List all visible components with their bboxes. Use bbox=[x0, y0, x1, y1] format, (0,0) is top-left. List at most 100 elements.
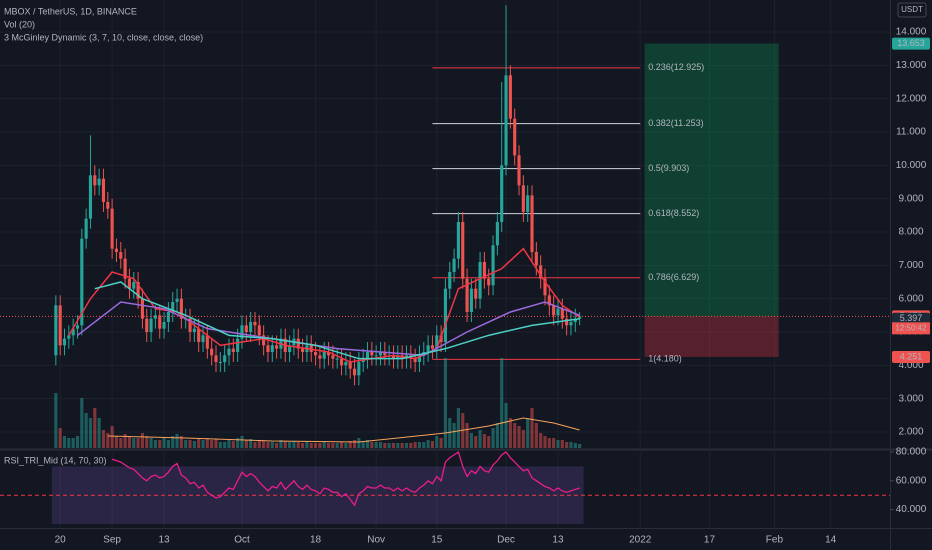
candle-body bbox=[500, 165, 504, 222]
candle-body bbox=[101, 178, 106, 202]
y-tick-label: 4.000 bbox=[898, 360, 923, 371]
candle-body bbox=[145, 318, 149, 332]
volume-bar bbox=[348, 441, 352, 448]
candle-body bbox=[352, 368, 357, 376]
volume-bar bbox=[210, 440, 214, 448]
candle-body bbox=[244, 325, 248, 332]
candle-body bbox=[188, 318, 192, 332]
volume-bar bbox=[58, 428, 62, 448]
candle-body bbox=[378, 352, 383, 356]
volume-bar bbox=[526, 418, 530, 448]
volume-bar bbox=[439, 438, 443, 448]
rsi-line bbox=[111, 450, 580, 507]
volume-bar bbox=[149, 438, 153, 448]
candle-body bbox=[210, 348, 214, 356]
volume-bar bbox=[426, 440, 430, 448]
volume-bar bbox=[487, 436, 491, 448]
candle-body bbox=[253, 322, 257, 326]
candle-body bbox=[552, 305, 556, 316]
candle-body bbox=[179, 298, 183, 319]
volume-bar bbox=[110, 426, 114, 448]
volume-bar bbox=[288, 442, 292, 448]
volume-bar bbox=[54, 393, 58, 448]
candle-body bbox=[249, 322, 253, 332]
currency-box[interactable] bbox=[897, 2, 927, 18]
y-tick-label: 9.000 bbox=[898, 193, 923, 204]
candle-body bbox=[166, 312, 170, 322]
candle-body bbox=[495, 222, 499, 246]
price-label: 5.397 bbox=[900, 313, 923, 323]
volume-bar bbox=[84, 413, 88, 448]
volume-bar bbox=[80, 398, 84, 448]
volume-bar bbox=[400, 443, 404, 448]
candle-body bbox=[62, 338, 67, 346]
volume-bar bbox=[378, 442, 383, 448]
volume-bar bbox=[214, 439, 218, 448]
volume-bar bbox=[578, 444, 582, 448]
candle-body bbox=[171, 302, 175, 312]
candle-body bbox=[114, 248, 119, 252]
volume-bar bbox=[201, 440, 205, 448]
candle-body bbox=[331, 355, 335, 359]
x-tick-label: 15 bbox=[431, 535, 443, 546]
volume-bar bbox=[452, 423, 456, 448]
candle-body bbox=[357, 362, 361, 376]
volume-bar bbox=[513, 423, 517, 448]
volume-bar bbox=[391, 443, 396, 448]
volume-bar bbox=[283, 441, 287, 448]
candle-body bbox=[288, 345, 292, 352]
volume-bar bbox=[361, 441, 365, 448]
candle-body bbox=[461, 222, 465, 279]
x-tick-label: 13 bbox=[158, 535, 170, 546]
candle-body bbox=[578, 316, 582, 319]
volume-bar bbox=[197, 438, 201, 448]
volume-bar bbox=[443, 358, 447, 448]
countdown-box bbox=[892, 322, 930, 335]
x-tick-label: Dec bbox=[497, 535, 515, 546]
volume-bar bbox=[184, 440, 188, 448]
candle-body bbox=[266, 345, 270, 352]
price-label: 13.653 bbox=[897, 38, 925, 48]
candle-body bbox=[218, 362, 222, 363]
candle-body bbox=[339, 358, 344, 366]
volume-bar bbox=[465, 423, 469, 448]
candle-body bbox=[443, 288, 447, 342]
candle-body bbox=[413, 358, 417, 362]
candle-body bbox=[383, 352, 387, 356]
candle-body bbox=[543, 278, 547, 296]
candle-body bbox=[335, 358, 339, 360]
volume-bar bbox=[301, 443, 305, 448]
volume-bar bbox=[547, 438, 551, 448]
volume-bar bbox=[374, 442, 378, 448]
volume-bar bbox=[543, 436, 547, 448]
candle-body bbox=[326, 352, 331, 356]
candle-body bbox=[565, 318, 569, 326]
volume-bar bbox=[171, 436, 175, 448]
volume-bar bbox=[565, 442, 569, 448]
volume-bar bbox=[188, 440, 192, 448]
position-loss bbox=[644, 316, 779, 357]
y-tick-label: 11.000 bbox=[896, 127, 926, 138]
candle-body bbox=[517, 155, 521, 186]
volume-bar bbox=[145, 436, 149, 448]
volume-bar bbox=[218, 442, 222, 448]
candle-body bbox=[119, 252, 123, 259]
volume-bar bbox=[309, 443, 313, 448]
volume-bar bbox=[500, 358, 504, 448]
volume-bar bbox=[331, 443, 335, 448]
volume-bar bbox=[166, 440, 170, 448]
candle-body bbox=[58, 305, 62, 346]
candle-body bbox=[127, 278, 131, 289]
x-tick-label: 17 bbox=[704, 535, 716, 546]
volume-bar bbox=[305, 442, 309, 448]
volume-bar bbox=[491, 428, 495, 448]
candle-body bbox=[348, 362, 352, 369]
currency[interactable]: USDT bbox=[901, 5, 923, 14]
candle-body bbox=[236, 338, 240, 352]
volume-bar bbox=[409, 443, 413, 448]
volume-bar bbox=[573, 443, 577, 448]
candle-body bbox=[227, 348, 231, 356]
candle-body bbox=[106, 202, 110, 209]
x-tick-label: Sep bbox=[103, 535, 121, 546]
volume-bar bbox=[140, 433, 144, 448]
